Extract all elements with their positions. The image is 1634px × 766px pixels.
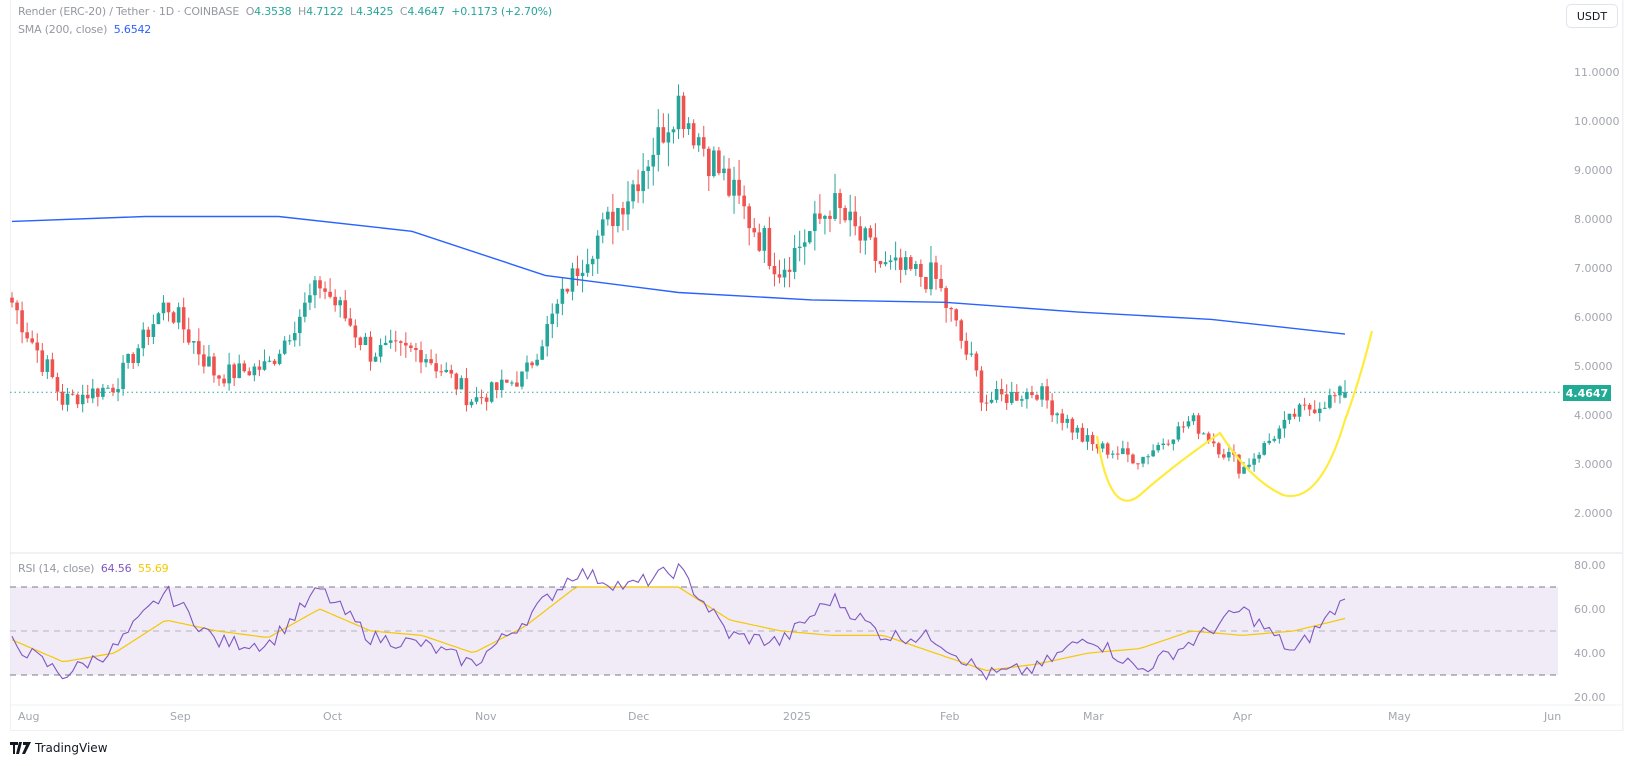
change-value: +0.1173 (+2.70%) (451, 5, 552, 18)
rsi-legend[interactable]: RSI (14, close) 64.56 55.69 (18, 562, 169, 575)
high-label: H (298, 5, 307, 18)
rsi-ma-line (11, 586, 1346, 672)
tradingview-wordmark: TradingView (35, 741, 108, 755)
time-tick: Jun (1544, 710, 1562, 723)
price-tick: 2.0000 (1574, 507, 1613, 520)
open-label: O (245, 5, 255, 18)
rsi-label: RSI (14, close) (18, 562, 95, 575)
tradingview-logo[interactable]: TradingView (10, 741, 108, 755)
sma-value: 5.6542 (113, 23, 152, 36)
time-tick: Nov (475, 710, 497, 723)
sma-legend[interactable]: SMA (200, close) 5.6542 (18, 23, 151, 36)
price-tick: 4.0000 (1574, 409, 1613, 422)
close-label: C (399, 5, 408, 18)
price-tick: 8.0000 (1574, 213, 1613, 226)
price-tick: 11.0000 (1574, 66, 1620, 79)
rsi-ma-value: 55.69 (137, 562, 169, 575)
price-tick: 10.0000 (1574, 115, 1620, 128)
time-tick: May (1388, 710, 1411, 723)
current-price-label: 4.4647 (1563, 385, 1611, 401)
price-tick: 7.0000 (1574, 262, 1613, 275)
time-tick: Mar (1083, 710, 1104, 723)
rsi-tick: 40.00 (1574, 647, 1606, 660)
rsi-line (11, 562, 1346, 681)
time-tick: Oct (323, 710, 343, 723)
sma-line (11, 215, 1346, 335)
low-label: L (350, 5, 356, 18)
symbol-title: Render (ERC-20) / Tether · 1D · COINBASE (18, 5, 240, 18)
time-tick: Feb (940, 710, 960, 723)
close-value: 4.4647 (407, 5, 445, 18)
time-tick: Sep (170, 710, 191, 723)
price-tick: 6.0000 (1574, 311, 1613, 324)
time-tick: Apr (1233, 710, 1253, 723)
time-tick: Dec (628, 710, 650, 723)
rsi-tick: 80.00 (1574, 559, 1606, 572)
low-value: 4.3425 (355, 5, 394, 18)
time-tick: Aug (18, 710, 40, 723)
price-tick: 9.0000 (1574, 164, 1613, 177)
price-tick: 5.0000 (1574, 360, 1613, 373)
time-tick: 2025 (783, 710, 811, 723)
price-tick: 3.0000 (1574, 458, 1613, 471)
currency-button[interactable]: USDT (1566, 4, 1618, 28)
pattern-drawing (1095, 330, 1374, 502)
candles (10, 84, 1347, 479)
open-value: 4.3538 (254, 5, 292, 18)
rsi-tick: 60.00 (1574, 603, 1606, 616)
rsi-value: 64.56 (100, 562, 132, 575)
symbol-legend[interactable]: Render (ERC-20) / Tether · 1D · COINBASE… (18, 5, 552, 18)
high-value: 4.7122 (306, 5, 344, 18)
sma-label: SMA (200, close) (18, 23, 108, 36)
rsi-tick: 20.00 (1574, 691, 1606, 704)
tradingview-logo-icon (10, 742, 31, 754)
